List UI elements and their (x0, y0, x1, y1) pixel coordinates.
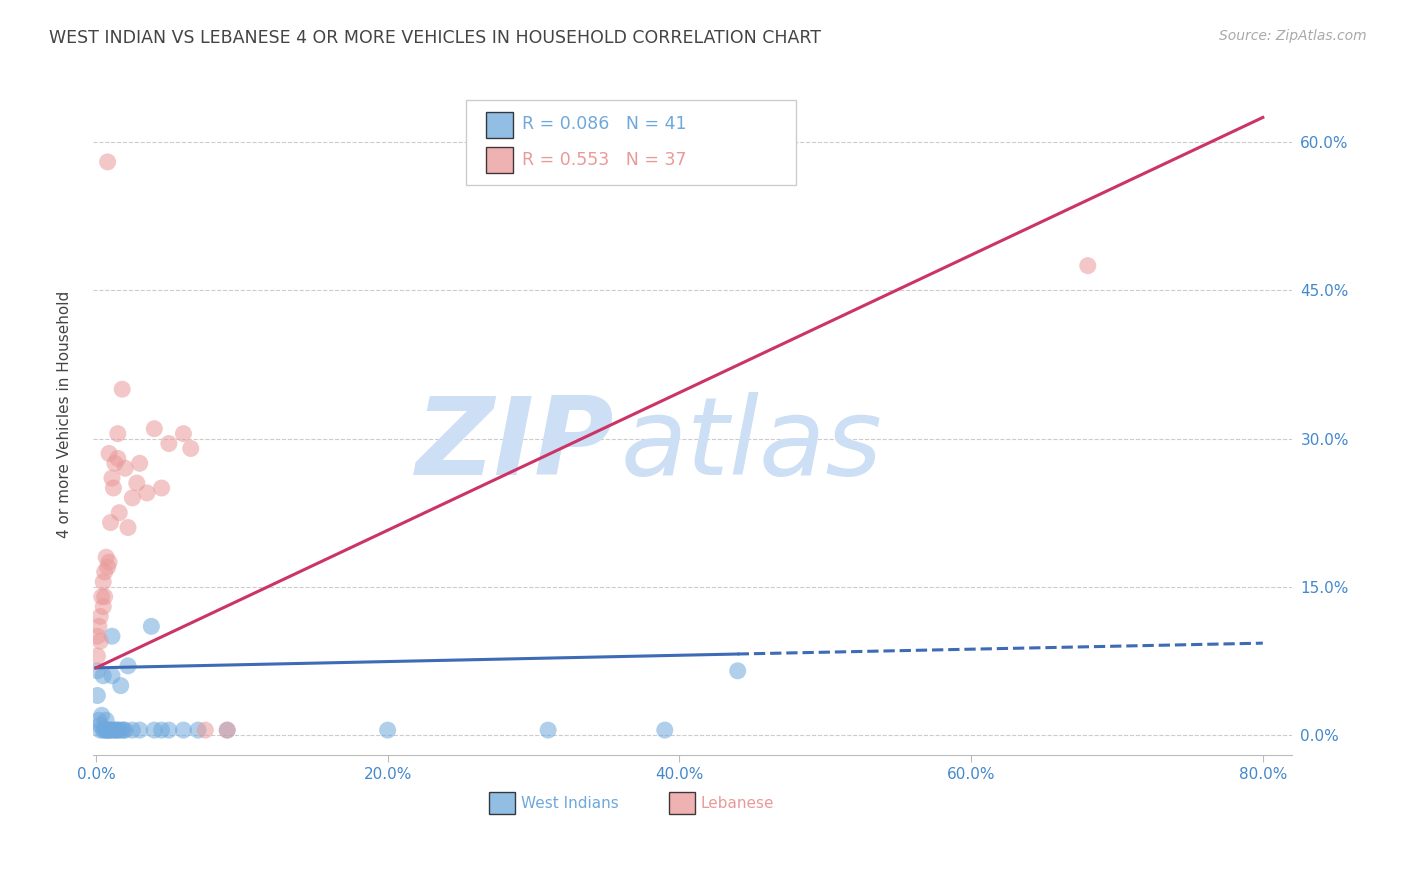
Point (114, 723, 136, 737)
Point (89, 718, 111, 732)
Point (91, 669, 114, 683)
Point (1077, 259, 1099, 273)
Text: ZIP: ZIP (416, 392, 614, 498)
Point (172, 426, 194, 441)
Point (111, 723, 134, 737)
Point (86, 629, 108, 643)
Point (97, 723, 120, 737)
Point (97, 723, 120, 737)
Point (98, 723, 121, 737)
FancyBboxPatch shape (668, 792, 695, 814)
Text: Lebanese: Lebanese (702, 796, 775, 811)
Point (150, 481, 173, 495)
Point (172, 723, 194, 737)
Point (91, 723, 114, 737)
Text: West Indians: West Indians (522, 796, 619, 811)
Point (101, 669, 124, 683)
Point (98, 446, 121, 460)
Point (86, 689, 108, 703)
Point (103, 481, 125, 495)
Point (97, 560, 120, 574)
Point (187, 723, 209, 737)
Point (101, 471, 124, 485)
Point (112, 723, 135, 737)
Point (157, 723, 180, 737)
FancyBboxPatch shape (489, 792, 515, 814)
Point (87, 619, 110, 633)
Text: Source: ZipAtlas.com: Source: ZipAtlas.com (1219, 29, 1367, 44)
Point (107, 723, 129, 737)
FancyBboxPatch shape (486, 112, 513, 137)
Point (89, 723, 111, 737)
Point (89, 634, 111, 648)
Y-axis label: 4 or more Vehicles in Household: 4 or more Vehicles in Household (58, 290, 72, 538)
Text: R = 0.553   N = 37: R = 0.553 N = 37 (522, 151, 686, 169)
Point (105, 723, 128, 737)
Point (128, 723, 150, 737)
Point (93, 723, 115, 737)
Point (87, 713, 110, 727)
Text: WEST INDIAN VS LEBANESE 4 OR MORE VEHICLES IN HOUSEHOLD CORRELATION CHART: WEST INDIAN VS LEBANESE 4 OR MORE VEHICL… (49, 29, 821, 47)
Point (121, 723, 143, 737)
Point (654, 723, 676, 737)
Point (103, 723, 125, 737)
FancyBboxPatch shape (486, 147, 513, 173)
Point (101, 629, 124, 643)
Point (94, 550, 117, 565)
Point (117, 520, 139, 534)
Point (727, 664, 749, 678)
Point (94, 723, 117, 737)
FancyBboxPatch shape (465, 100, 796, 186)
Point (125, 476, 148, 491)
Point (377, 723, 399, 737)
Point (107, 426, 129, 441)
Point (111, 382, 134, 396)
Point (217, 723, 239, 737)
Point (143, 723, 166, 737)
Text: atlas: atlas (620, 392, 883, 497)
Point (91, 599, 114, 614)
Point (537, 723, 560, 737)
Point (180, 442, 202, 456)
Point (97, 155, 120, 169)
Point (100, 723, 122, 737)
Point (93, 590, 115, 604)
Point (150, 723, 173, 737)
Point (91, 574, 114, 589)
Point (108, 723, 131, 737)
Point (90, 590, 112, 604)
Point (143, 422, 166, 436)
Point (128, 456, 150, 470)
Point (157, 436, 180, 450)
Point (141, 619, 163, 633)
Point (104, 723, 127, 737)
Point (100, 516, 122, 530)
Point (98, 555, 121, 569)
Point (121, 491, 143, 505)
Point (217, 723, 239, 737)
Point (194, 723, 217, 737)
Point (100, 723, 122, 737)
Point (90, 708, 112, 723)
Point (136, 486, 159, 500)
Point (104, 456, 127, 470)
Point (117, 658, 139, 673)
Point (86, 664, 108, 678)
Point (86, 648, 108, 663)
Point (93, 565, 115, 579)
Point (89, 609, 111, 624)
Point (110, 679, 132, 693)
Point (107, 451, 129, 466)
Point (108, 506, 131, 520)
Point (94, 713, 117, 727)
Point (114, 461, 136, 475)
Text: R = 0.086   N = 41: R = 0.086 N = 41 (522, 115, 686, 133)
